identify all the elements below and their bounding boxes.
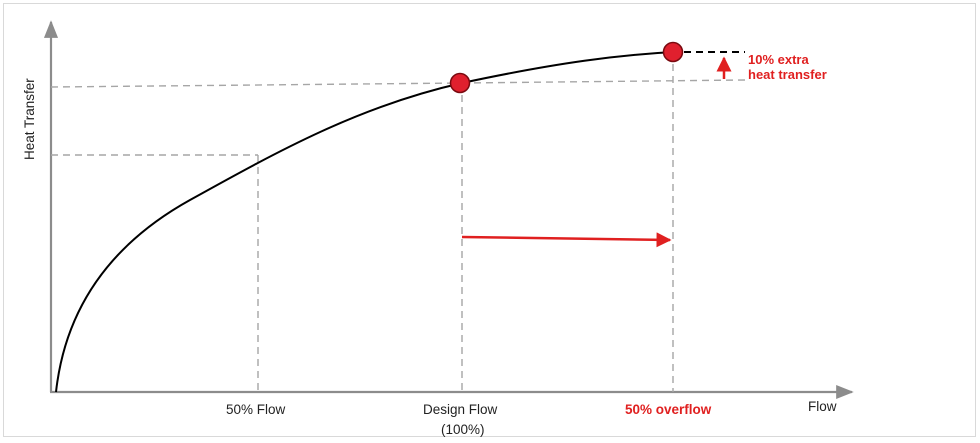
marker-overflow-label: 50% overflow — [625, 402, 712, 417]
marker-design-flow-label: Design Flow — [423, 402, 498, 417]
guide-design-level-extension — [461, 79, 746, 84]
y-axis-label: Heat Transfer — [22, 78, 37, 160]
heat-transfer-curve — [55, 51, 674, 393]
design-point — [449, 72, 471, 94]
x-axis-label: Flow — [808, 399, 837, 414]
extra-heat-annotation-line2: heat transfer — [748, 67, 827, 82]
extra-heat-annotation-line1: 10% extra — [748, 52, 809, 67]
diagram-frame — [3, 3, 976, 437]
overflow-arrow — [461, 232, 672, 248]
marker-50-flow-label: 50% Flow — [226, 402, 286, 417]
marker-design-flow-sublabel: (100%) — [441, 422, 485, 437]
overflow-point — [662, 41, 684, 63]
guide-design-flow-horizontal — [50, 82, 463, 88]
